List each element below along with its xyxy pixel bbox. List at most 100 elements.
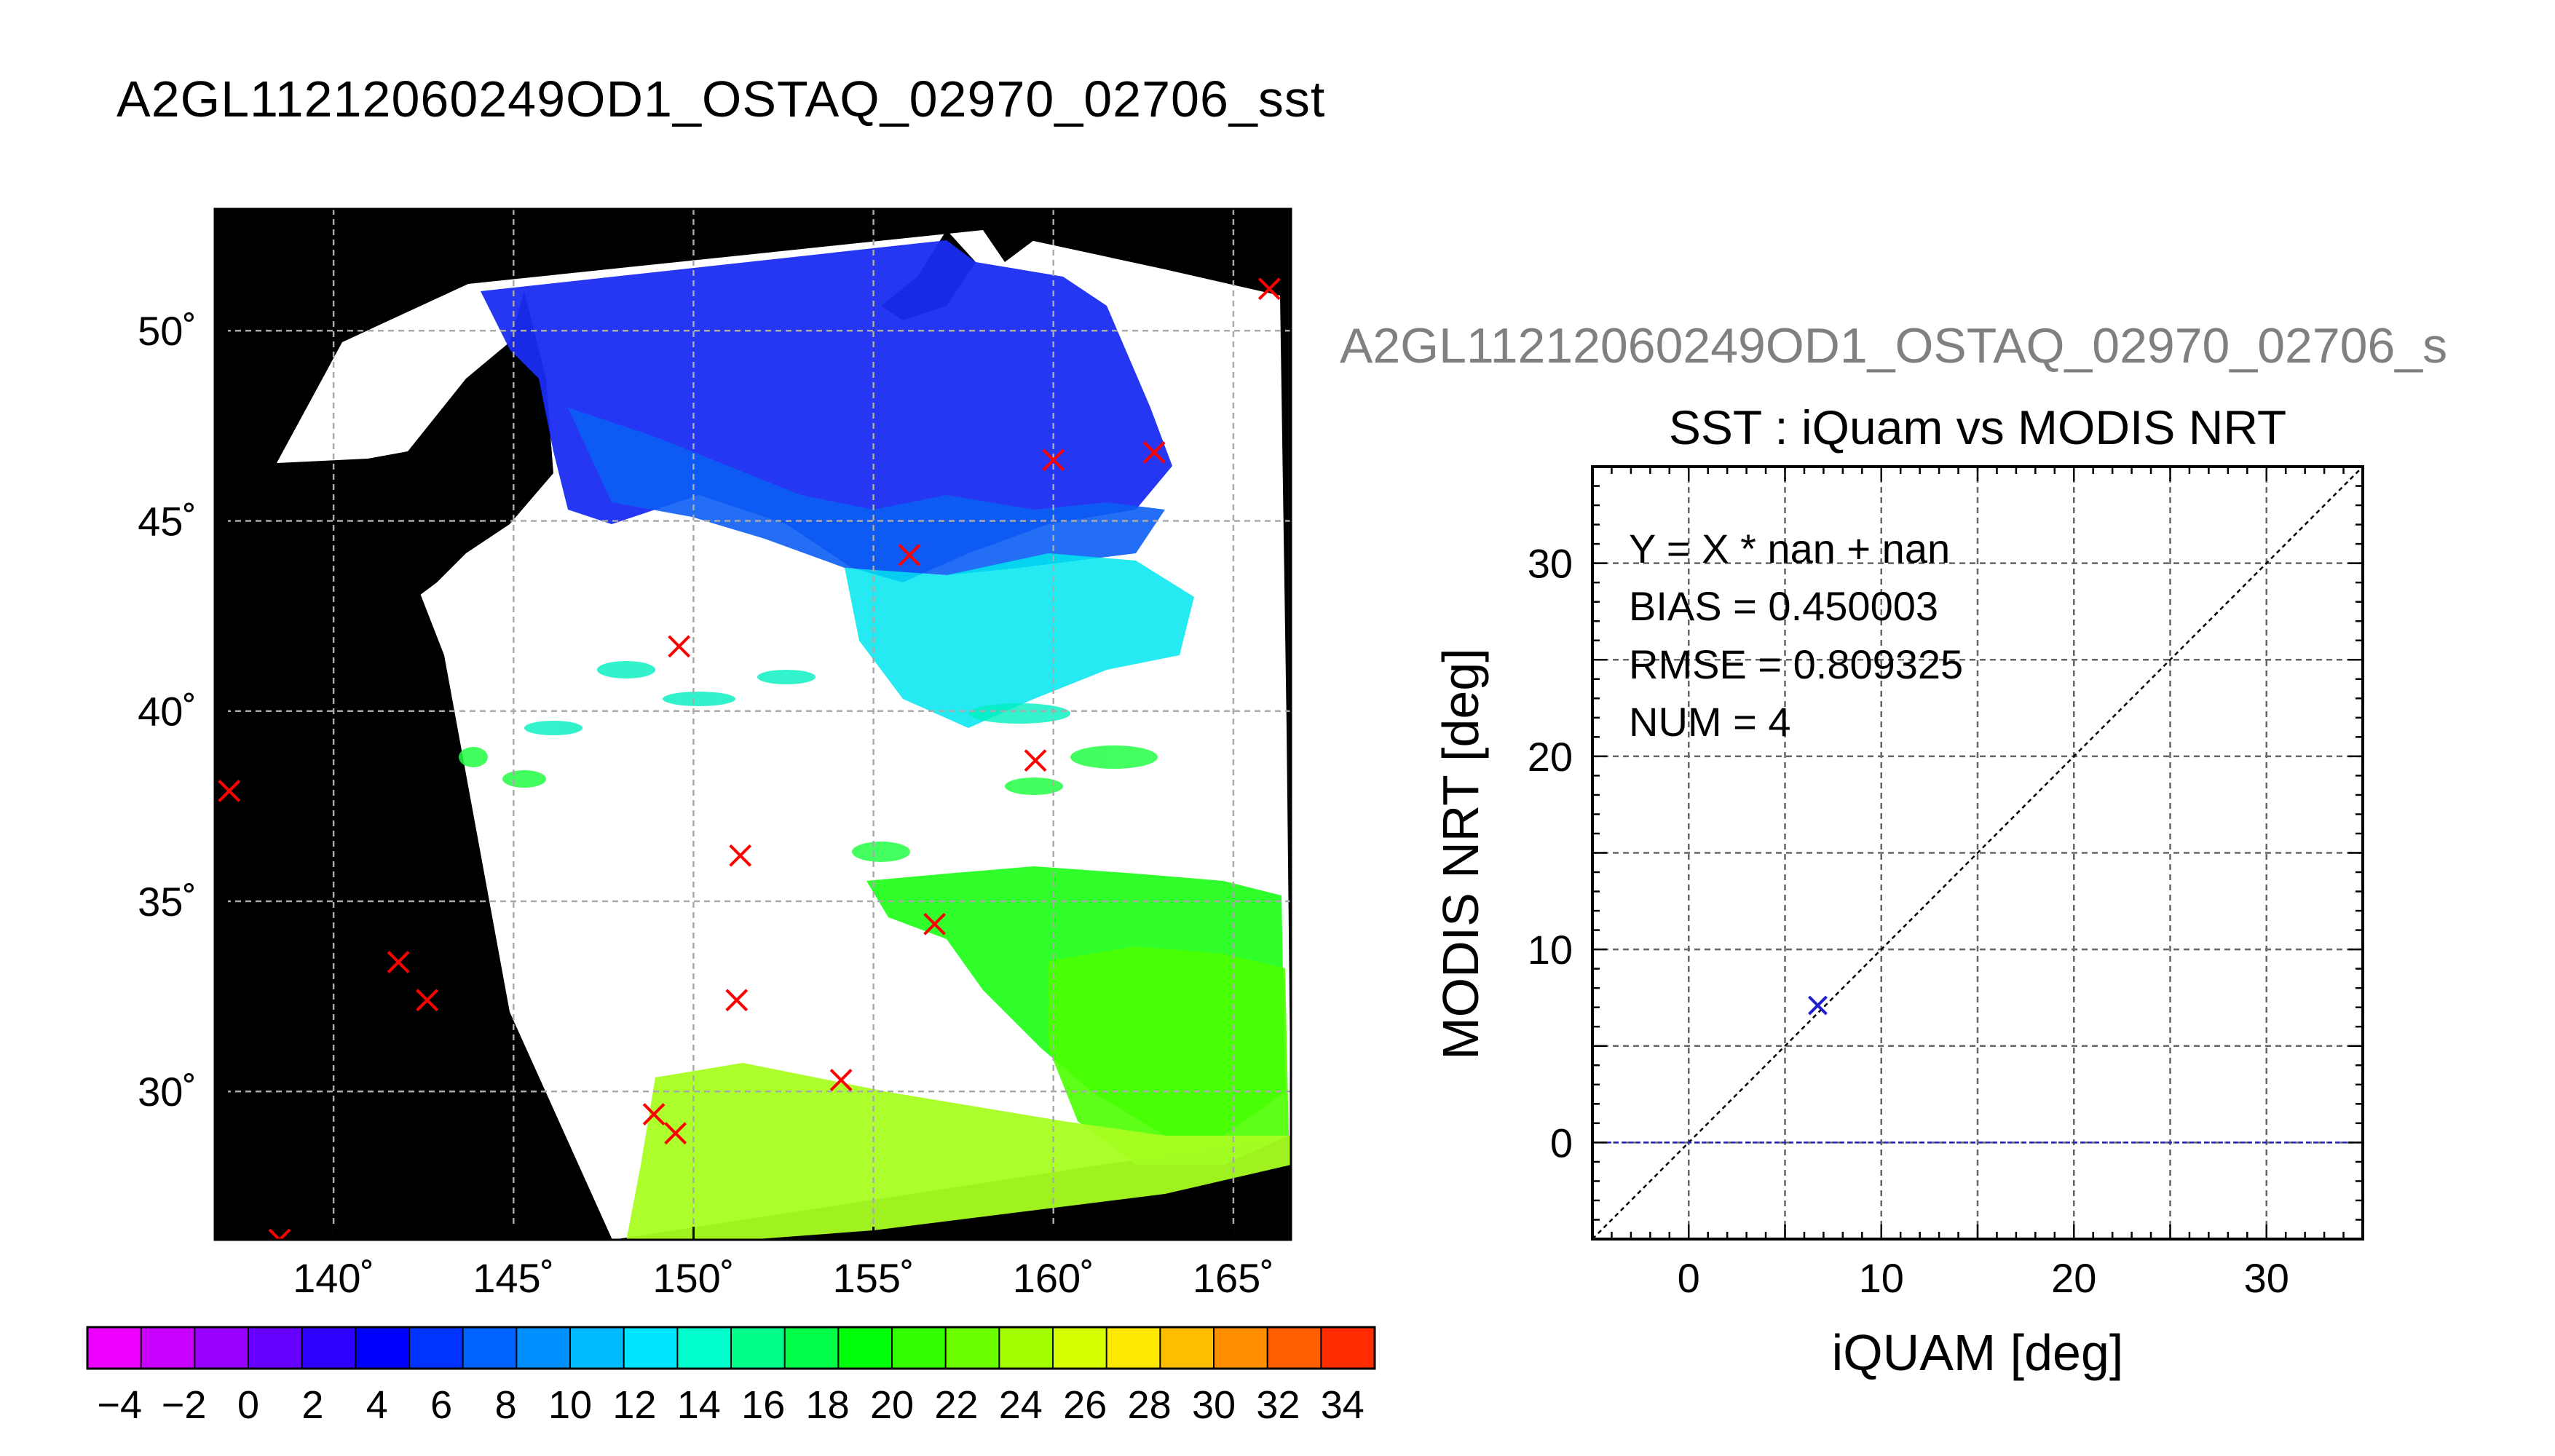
colorbar-tick-label: 6 xyxy=(430,1383,452,1427)
map-frame xyxy=(213,207,1292,1241)
colorbar-tick-label: 34 xyxy=(1321,1383,1365,1427)
scatter-y-tick-label: 30 xyxy=(1528,541,1573,587)
colorbar-tick-label: 18 xyxy=(806,1383,850,1427)
map-y-tick-label: 30˚ xyxy=(138,1069,197,1115)
colorbar-tick-label: 20 xyxy=(870,1383,914,1427)
sst-warmest-region xyxy=(626,1063,1291,1240)
stat-bias: BIAS = 0.450003 xyxy=(1629,583,1938,629)
colorbar-segment xyxy=(623,1327,678,1369)
map-marker-stroke-b xyxy=(1257,277,1281,301)
colorbar-tick-label: 24 xyxy=(999,1383,1043,1427)
map-marker xyxy=(664,1122,687,1145)
map-marker-stroke-b xyxy=(1142,440,1166,464)
colorbar-frame xyxy=(86,1326,1376,1370)
colorbar-tick-label: 22 xyxy=(934,1383,978,1427)
colorbar-tick-label: 14 xyxy=(677,1383,721,1427)
colorbar-tick-label: 4 xyxy=(366,1383,388,1427)
identity-line xyxy=(1592,467,2363,1239)
map-x-tick-label: 140˚ xyxy=(293,1255,374,1301)
scatter-x-tick-label: 20 xyxy=(2051,1255,2096,1301)
colorbar-tick-label: 32 xyxy=(1256,1383,1300,1427)
map-marker xyxy=(1142,440,1166,464)
colorbar-segment xyxy=(355,1327,410,1369)
map-marker xyxy=(829,1069,853,1091)
scatter-x-tick-label: 30 xyxy=(2244,1255,2289,1301)
colorbar-segment xyxy=(87,1327,142,1369)
figure-title: A2GL11212060249OD1_OSTAQ_02970_02706_sst xyxy=(117,71,1326,127)
map-marker-stroke-b xyxy=(923,912,947,935)
map-marker xyxy=(898,544,921,566)
map-marker-stroke-b xyxy=(668,635,691,658)
map-x-tick-label: 155˚ xyxy=(833,1255,915,1301)
scatter-plot: A2GL11212060249OD1_OSTAQ_02970_02706_s S… xyxy=(1340,318,2447,1381)
map-marker xyxy=(1257,277,1281,301)
map-marker-stroke-b xyxy=(416,989,439,1012)
map-marker xyxy=(1024,749,1047,772)
colorbar-tick-label: −4 xyxy=(97,1383,142,1427)
scatter-xlabel: iQUAM [deg] xyxy=(1832,1324,2124,1381)
map-marker xyxy=(729,844,752,867)
stat-fit: Y = X * nan + nan xyxy=(1629,526,1950,571)
scatter-x-tick-label: 0 xyxy=(1678,1255,1700,1301)
map-marker-stroke-b xyxy=(218,780,241,802)
map-y-tick-label: 40˚ xyxy=(138,689,197,735)
map-y-tick-label: 35˚ xyxy=(138,879,197,925)
map-marker xyxy=(668,635,691,658)
scatter-point xyxy=(1808,995,1828,1016)
colorbar-tick-label: 8 xyxy=(495,1383,517,1427)
map-marker-stroke-b xyxy=(387,951,410,973)
colorbar-segment xyxy=(516,1327,571,1369)
sst-warmer-region xyxy=(1049,946,1289,1165)
map-marker-stroke-b xyxy=(1024,749,1047,772)
map-marker-stroke-b xyxy=(277,1228,291,1240)
colorbar-segment xyxy=(248,1327,303,1369)
map-marker xyxy=(387,951,410,973)
colorbar-segment xyxy=(462,1327,517,1369)
map-marker-stroke-b xyxy=(725,989,749,1012)
map-marker xyxy=(1042,448,1065,472)
map-marker-stroke-b xyxy=(642,1103,666,1125)
map-y-tick-label: 45˚ xyxy=(138,498,197,544)
sst-map: 140˚ 145˚ 150˚ 155˚ 160˚ 165˚ 50˚ 45˚ 40˚ 35˚ 30˚ xyxy=(138,207,1292,1301)
map-x-tick-label: 160˚ xyxy=(1013,1255,1094,1301)
colorbar-segment xyxy=(1106,1327,1161,1369)
stat-rmse: RMSE = 0.809325 xyxy=(1629,641,1963,687)
scatter-suptitle: A2GL11212060249OD1_OSTAQ_02970_02706_s xyxy=(1340,318,2447,373)
map-marker-stroke-a xyxy=(268,1228,282,1240)
colorbar-segment xyxy=(731,1327,786,1369)
colorbar-tick-label: 30 xyxy=(1192,1383,1236,1427)
map-marker-stroke-b xyxy=(898,544,921,566)
land-kamchatka xyxy=(983,211,1041,262)
map-grid xyxy=(215,209,1291,1240)
map-marker xyxy=(642,1103,666,1125)
scatter-title: SST : iQuam vs MODIS NRT xyxy=(1669,400,2286,454)
colorbar-tick-label: 0 xyxy=(237,1383,259,1427)
colorbar-segment xyxy=(1267,1327,1322,1369)
sst-cool-patches xyxy=(524,661,1070,735)
map-marker-stroke-b xyxy=(664,1122,687,1145)
map-y-tick-label: 50˚ xyxy=(138,308,197,354)
sst-mid-cold-region xyxy=(568,408,1165,575)
scatter-axis-labels: 0 10 20 30 0 10 20 30 xyxy=(1528,465,2364,1301)
map-marker-stroke-b xyxy=(1042,448,1065,472)
colorbar-tick-label: 26 xyxy=(1063,1383,1107,1427)
colorbar-segment xyxy=(677,1327,732,1369)
colorbar-segment xyxy=(1053,1327,1107,1369)
map-x-tick-label: 150˚ xyxy=(652,1255,734,1301)
colorbar-segment xyxy=(999,1327,1054,1369)
map-marker xyxy=(923,912,947,935)
colorbar-segment xyxy=(784,1327,839,1369)
map-marker xyxy=(218,780,241,802)
colorbar-segment xyxy=(141,1327,195,1369)
colorbar-segment xyxy=(194,1327,249,1369)
map-x-tick-label: 145˚ xyxy=(473,1255,554,1301)
scatter-x-tick-label: 10 xyxy=(1859,1255,1904,1301)
scatter-grid xyxy=(1592,467,2363,1239)
colorbar-tick-label: 10 xyxy=(548,1383,592,1427)
map-marker xyxy=(725,989,749,1012)
colorbar-tick-label: −2 xyxy=(162,1383,207,1427)
map-marker xyxy=(416,989,439,1012)
map-axis-labels: 140˚ 145˚ 150˚ 155˚ 160˚ 165˚ 50˚ 45˚ 40˚ 35˚ 30˚ xyxy=(138,308,1274,1301)
colorbar-tick-label: 2 xyxy=(301,1383,323,1427)
